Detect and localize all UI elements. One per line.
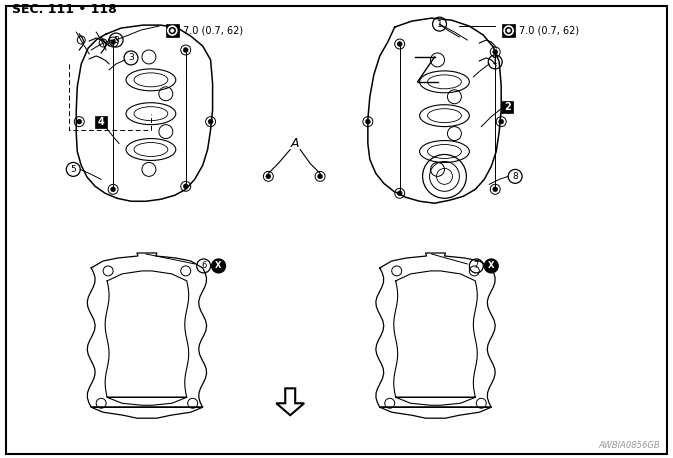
Circle shape (507, 29, 510, 33)
Circle shape (397, 42, 402, 47)
Circle shape (493, 49, 498, 55)
Bar (502, 24, 515, 37)
Circle shape (183, 184, 188, 189)
Text: 3: 3 (128, 54, 134, 62)
Text: 8: 8 (512, 172, 518, 181)
Text: SEC. 111 • 118: SEC. 111 • 118 (11, 3, 116, 16)
Circle shape (493, 187, 498, 192)
Text: X: X (488, 262, 495, 270)
Text: 7: 7 (474, 262, 479, 270)
Polygon shape (277, 388, 304, 415)
Text: 2: 2 (504, 102, 511, 112)
Text: 6: 6 (201, 262, 207, 270)
Text: 7.0 (0.7, 62): 7.0 (0.7, 62) (183, 26, 243, 36)
Circle shape (397, 191, 402, 196)
Circle shape (208, 119, 213, 124)
Circle shape (499, 119, 503, 124)
Text: 3: 3 (113, 36, 119, 44)
Bar (166, 24, 179, 37)
Text: A: A (291, 137, 299, 150)
Circle shape (77, 119, 81, 124)
Circle shape (318, 174, 322, 179)
Bar (501, 101, 513, 113)
Text: 7.0 (0.7, 62): 7.0 (0.7, 62) (519, 26, 579, 36)
Circle shape (266, 174, 271, 179)
Text: 5: 5 (71, 165, 76, 174)
Circle shape (485, 259, 498, 273)
Text: AWBIA0856GB: AWBIA0856GB (599, 441, 660, 450)
Text: X: X (215, 262, 222, 270)
Circle shape (170, 29, 174, 33)
Circle shape (365, 119, 370, 124)
Text: 4: 4 (98, 117, 104, 127)
Circle shape (110, 187, 116, 192)
Text: 1: 1 (437, 20, 442, 28)
Text: 1: 1 (493, 57, 498, 66)
Circle shape (183, 48, 188, 53)
Circle shape (211, 259, 225, 273)
Circle shape (110, 39, 116, 44)
Bar (95, 116, 107, 128)
